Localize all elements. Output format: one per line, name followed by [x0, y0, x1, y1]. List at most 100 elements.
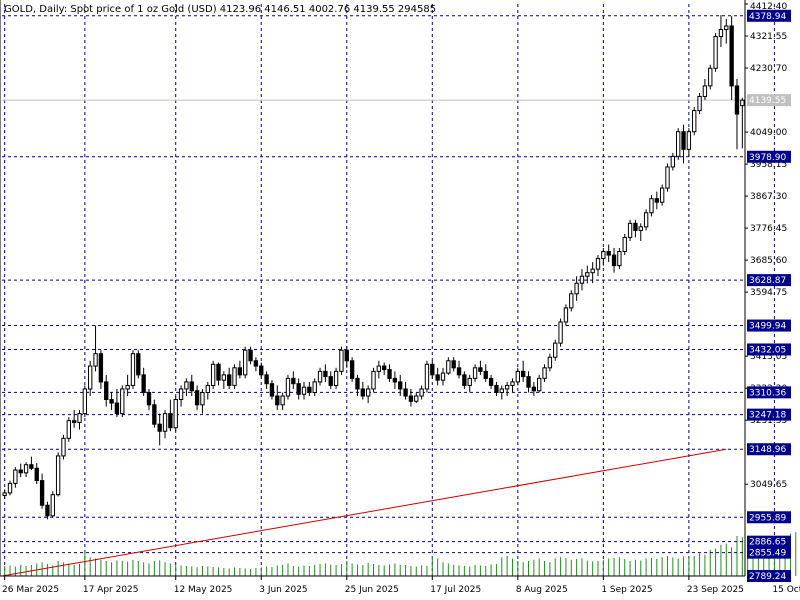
candle — [285, 374, 291, 400]
candle-body — [483, 370, 488, 379]
candle-body — [205, 384, 210, 393]
candle-body — [665, 166, 670, 189]
level-label-text: 3499.94 — [749, 322, 786, 332]
candle-body — [601, 251, 606, 260]
candle-body — [398, 381, 403, 390]
candle-body — [435, 374, 440, 381]
candle — [456, 360, 462, 379]
y-tick-label: 4321.55 — [750, 32, 787, 42]
candle — [569, 290, 574, 312]
candle — [221, 371, 227, 389]
candle-body — [531, 386, 537, 392]
candle — [649, 195, 654, 217]
candle-body — [61, 437, 66, 457]
candle — [382, 362, 387, 375]
candle — [713, 33, 718, 72]
level-label-text: 2855.49 — [749, 549, 786, 559]
candle — [301, 381, 307, 400]
candle — [451, 357, 456, 372]
level-label: 2789.24 — [747, 570, 791, 582]
candle — [77, 410, 82, 430]
candle — [531, 381, 537, 397]
candle-body — [173, 399, 178, 429]
level-label-text: 3978.90 — [749, 153, 786, 163]
current-price-label: 4139.55 — [747, 94, 791, 107]
level-label: 2855.49 — [747, 546, 791, 559]
candle-body — [18, 469, 23, 474]
candle — [606, 244, 611, 263]
candle — [216, 362, 221, 386]
candle-body — [7, 482, 13, 494]
candle — [504, 381, 510, 397]
candle-body — [55, 455, 61, 496]
candle — [638, 223, 643, 241]
candle — [729, 16, 734, 100]
candle — [617, 248, 622, 270]
level-label: 3432.05 — [747, 343, 791, 356]
candle-body — [157, 423, 162, 432]
candle-body — [130, 353, 136, 386]
candle — [724, 18, 729, 44]
level-label-box — [747, 535, 791, 548]
candle-body — [643, 212, 649, 228]
candle-body — [296, 383, 301, 395]
price-labels: 4378.94 3978.90 3628.87 3499.94 3432.05 3310.… — [747, 9, 791, 582]
candle — [296, 378, 301, 400]
candle-body — [77, 413, 82, 423]
current-price-label-box — [747, 94, 791, 107]
candle-body — [649, 198, 654, 214]
candle — [109, 392, 114, 411]
candle-body — [526, 376, 531, 388]
candle-body — [285, 377, 291, 397]
candle — [595, 255, 601, 277]
candle — [34, 462, 39, 485]
x-tick-label: 1 Sep 2025 — [601, 585, 652, 595]
candle — [563, 304, 569, 326]
y-tick-label: 4230.70 — [750, 64, 787, 74]
candle — [627, 219, 633, 241]
candle — [654, 191, 659, 210]
candle-body — [542, 367, 547, 379]
candle — [392, 371, 398, 389]
level-label-box — [747, 343, 791, 356]
y-tick-label: 3958.15 — [750, 160, 787, 170]
candle-body — [504, 384, 510, 390]
y-tick-label: 4049.00 — [750, 128, 787, 138]
candle-body — [478, 367, 483, 372]
candle — [152, 399, 157, 428]
candle-body — [184, 381, 189, 390]
candle-body — [579, 275, 585, 284]
x-tick-label: 25 Jun 2025 — [345, 585, 399, 595]
candle-body — [515, 370, 520, 383]
candle — [259, 362, 264, 379]
candle-body — [243, 349, 248, 376]
candle-body — [221, 374, 227, 381]
candle — [253, 357, 259, 372]
candle-body — [253, 360, 259, 367]
candle-body — [595, 258, 601, 270]
candle-body — [617, 251, 622, 267]
candle-body — [387, 369, 392, 379]
candle — [120, 385, 125, 418]
candle — [515, 367, 520, 386]
candle — [349, 357, 355, 382]
y-tick-label: 3685.60 — [750, 256, 787, 266]
candle — [178, 385, 184, 407]
candle — [136, 350, 141, 379]
candle-body — [344, 349, 349, 362]
level-label-text: 3148.96 — [749, 445, 786, 455]
candle-body — [558, 321, 563, 344]
x-tick-label: 23 Sep 2025 — [687, 585, 744, 595]
candle — [93, 325, 98, 372]
y-tick-label: 3867.30 — [750, 192, 787, 202]
candle — [462, 371, 467, 389]
candle-body — [692, 110, 697, 133]
candle-body — [569, 293, 574, 309]
candle-body — [29, 464, 34, 469]
candle — [210, 360, 216, 389]
candle — [467, 374, 472, 393]
candle-body — [638, 226, 643, 231]
candle — [13, 467, 18, 488]
